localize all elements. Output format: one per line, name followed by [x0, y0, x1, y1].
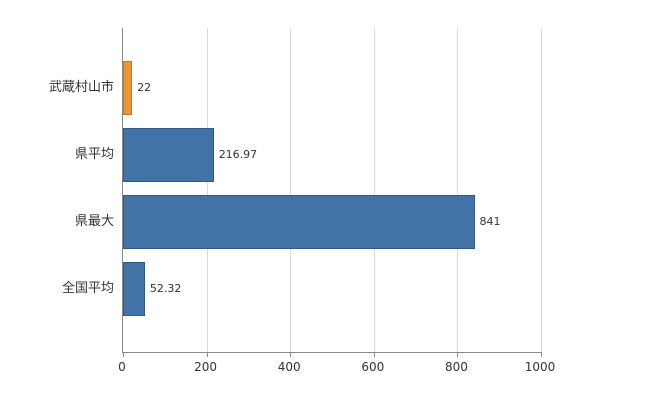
x-axis-tick	[373, 352, 375, 357]
category-label: 武蔵村山市	[48, 80, 114, 95]
x-axis-tick	[541, 352, 542, 357]
category-label: 全国平均	[61, 281, 114, 296]
value-label: 22	[137, 81, 152, 94]
x-axis-tick	[206, 352, 208, 357]
plot-area: 22 216.97 841 52.32	[122, 28, 542, 357]
x-tick-label: 0	[118, 360, 126, 374]
x-axis-tick	[290, 352, 292, 357]
x-tick-label: 200	[194, 360, 218, 374]
gridline	[457, 28, 459, 352]
bar	[123, 195, 475, 249]
value-label: 52.32	[149, 282, 182, 295]
category-label: 県平均	[74, 147, 114, 162]
value-label: 841	[479, 215, 501, 228]
x-tick-label: 400	[277, 360, 301, 374]
category-label: 県最大	[74, 214, 114, 229]
value-label: 216.97	[218, 148, 258, 161]
gridline	[541, 28, 542, 352]
bar	[123, 128, 214, 182]
x-tick-label: 800	[444, 360, 468, 374]
x-axis-tick	[457, 352, 459, 357]
gridline	[373, 28, 375, 352]
gridline	[206, 28, 208, 352]
x-axis-tick	[123, 352, 124, 357]
bar	[123, 262, 145, 316]
x-tick-label: 600	[361, 360, 385, 374]
bar	[123, 61, 133, 115]
x-tick-label: 1000	[524, 360, 556, 374]
gridline	[290, 28, 292, 352]
